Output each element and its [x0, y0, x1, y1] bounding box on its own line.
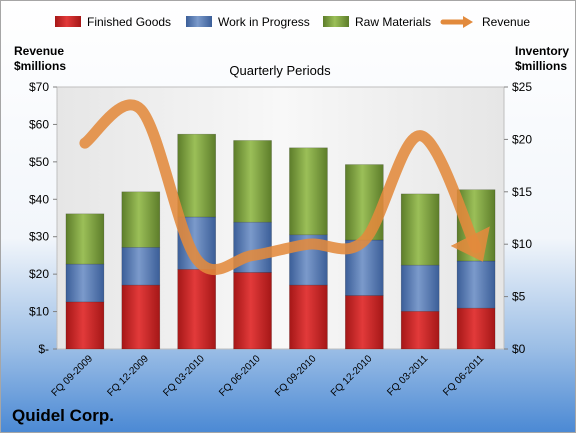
right-axis-title-line2: $millions	[515, 59, 567, 73]
bar-work-in-progress	[65, 263, 105, 303]
bar-finished-goods	[456, 307, 496, 350]
bar-raw-materials	[289, 147, 328, 236]
chart-subtitle: Quarterly Periods	[229, 63, 331, 78]
bar-finished-goods	[400, 310, 440, 350]
legend-swatch-revenue	[440, 16, 473, 28]
bar-raw-materials	[177, 133, 216, 218]
right-axis-tick-label: $15	[512, 185, 532, 199]
right-axis-tick-label: $0	[512, 342, 526, 356]
bar-raw-materials	[233, 140, 272, 223]
bar-work-in-progress	[121, 247, 161, 286]
right-axis-tick-label: $5	[512, 290, 526, 304]
left-axis-tick-label: $60	[29, 117, 49, 131]
left-axis-title-line1: Revenue	[14, 44, 64, 58]
bar-finished-goods	[345, 295, 384, 350]
right-axis: $0 $5 $10 $15 $20 $25	[504, 80, 532, 356]
bar-work-in-progress	[456, 260, 496, 309]
legend-label-finished-goods: Finished Goods	[87, 15, 171, 29]
bar-finished-goods	[289, 284, 328, 350]
bar-raw-materials	[121, 191, 161, 248]
bar-raw-materials	[65, 213, 105, 265]
right-axis-tick-label: $20	[512, 132, 532, 146]
bar-finished-goods	[233, 272, 272, 350]
left-axis-tick-label: $50	[29, 155, 49, 169]
bar-raw-materials	[400, 193, 440, 266]
revenue-line-layer	[79, 99, 490, 276]
legend-swatch-finished-goods	[55, 16, 81, 27]
left-axis-title-line2: $millions	[14, 59, 66, 73]
legend-swatch-work-in-progress	[186, 16, 212, 27]
bar-finished-goods	[121, 284, 161, 350]
bars-layer	[65, 133, 496, 350]
legend-label-work-in-progress: Work in Progress	[218, 15, 310, 29]
legend-label-revenue: Revenue	[482, 15, 530, 29]
right-axis-title-line1: Inventory	[515, 44, 569, 58]
left-axis-tick-label: $20	[29, 267, 49, 281]
bar-work-in-progress	[400, 264, 440, 312]
legend-label-raw-materials: Raw Materials	[355, 15, 431, 29]
left-axis: $- $10 $20 $30 $40 $50 $60 $70	[29, 80, 57, 356]
bar-finished-goods	[177, 269, 216, 350]
left-axis-tick-label: $10	[29, 305, 49, 319]
left-axis-tick-label: $70	[29, 80, 49, 94]
left-axis-tick-label: $40	[29, 192, 49, 206]
left-axis-tick-label: $-	[38, 342, 49, 356]
left-axis-tick-label: $30	[29, 230, 49, 244]
legend: Finished Goods Work in Progress Raw Mate…	[55, 15, 530, 29]
right-axis-tick-label: $25	[512, 80, 532, 94]
revenue-line	[79, 99, 490, 276]
company-name: Quidel Corp.	[12, 406, 114, 425]
legend-swatch-raw-materials	[323, 16, 349, 27]
bar-finished-goods	[65, 301, 105, 350]
right-axis-tick-label: $10	[512, 237, 532, 251]
